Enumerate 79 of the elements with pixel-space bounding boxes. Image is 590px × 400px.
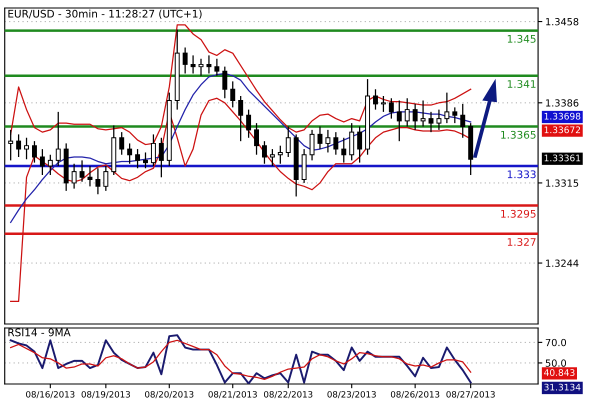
candlestick xyxy=(286,126,291,158)
candlestick xyxy=(222,66,228,99)
x-tick-label: 08/23/2013 xyxy=(327,391,376,398)
candlestick xyxy=(158,137,164,178)
candlestick xyxy=(32,140,37,164)
candlestick xyxy=(238,95,244,142)
candlestick xyxy=(103,165,108,192)
x-tick-label: 08/27/2013 xyxy=(446,391,495,398)
candlestick xyxy=(436,108,442,131)
candlestick xyxy=(460,103,466,138)
candlestick xyxy=(254,122,259,156)
candlestick xyxy=(380,95,386,112)
candlestick xyxy=(318,126,322,150)
candlestick xyxy=(444,92,450,124)
candlestick xyxy=(246,108,252,138)
candlestick xyxy=(396,100,402,142)
candlestick xyxy=(72,163,77,190)
candlestick xyxy=(230,80,236,108)
x-tick-label: 08/26/2013 xyxy=(390,391,440,398)
candlestick xyxy=(48,154,53,176)
candlestick xyxy=(357,126,362,164)
ref-line-label: 1.3365 xyxy=(501,130,536,139)
y-tick-label: 1.3244 xyxy=(546,260,578,267)
candlestick xyxy=(95,168,100,195)
y-tick-label: 1.3458 xyxy=(546,18,578,26)
x-tick-label: 08/16/2013 xyxy=(26,391,74,398)
candlestick xyxy=(412,103,418,131)
candlestick xyxy=(24,137,29,160)
candlestick xyxy=(262,140,267,164)
text: 40.843 xyxy=(544,369,574,376)
candlestick xyxy=(143,152,148,169)
candlestick xyxy=(119,132,124,156)
candlestick xyxy=(214,58,220,76)
candlestick xyxy=(88,165,92,187)
ref-line-label: 1.327 xyxy=(508,238,536,246)
candlestick xyxy=(182,46,188,74)
y-tick-label: 1.3386 xyxy=(546,99,578,107)
candlestick xyxy=(341,137,346,164)
text: 1.33698 xyxy=(544,112,580,120)
text: 1.33672 xyxy=(544,126,580,134)
candlestick xyxy=(310,129,315,161)
chart-title: EUR/USD - 30min - 11:28:27 (UTC+1) xyxy=(8,10,202,19)
candlestick xyxy=(428,111,434,133)
candlestick xyxy=(80,160,85,182)
ref-line-label: 1.3295 xyxy=(501,210,536,218)
candlestick xyxy=(270,148,275,167)
ref-line-label: 1.333 xyxy=(508,170,536,178)
candlestick xyxy=(388,98,394,120)
candlestick xyxy=(349,122,354,161)
y-tick-label: 50.0 xyxy=(546,359,566,367)
candlestick xyxy=(278,145,283,164)
x-tick-label: 08/20/2013 xyxy=(145,391,194,398)
line-series xyxy=(10,340,472,380)
candlestick xyxy=(150,134,156,167)
candlestick xyxy=(40,148,45,176)
candlestick xyxy=(56,111,61,167)
candlestick xyxy=(135,148,140,169)
candlestick xyxy=(206,54,212,74)
text: 31.3134 xyxy=(544,384,580,391)
candlestick xyxy=(420,100,426,128)
y-tick-label: 1.3315 xyxy=(546,179,578,187)
x-tick-label: 08/22/2013 xyxy=(264,391,312,398)
candlestick xyxy=(127,142,132,164)
candlestick xyxy=(325,129,330,154)
candlestick xyxy=(16,134,22,158)
ref-line-label: 1.345 xyxy=(508,34,536,43)
candlestick xyxy=(198,58,204,76)
x-tick-label: 08/21/2013 xyxy=(208,391,257,398)
y-tick-label: 70.0 xyxy=(546,338,566,346)
ref-line-label: 1.341 xyxy=(508,80,536,88)
candlestick xyxy=(333,132,338,156)
candlestick xyxy=(404,98,410,128)
candlestick xyxy=(452,106,458,124)
chart-title: RSI14 - 9MA xyxy=(8,328,71,336)
text: 1.33361 xyxy=(544,154,580,162)
x-tick-label: 08/19/2013 xyxy=(82,391,130,398)
candlestick xyxy=(373,88,378,110)
candlestick xyxy=(8,129,14,161)
candlestick xyxy=(190,54,196,74)
